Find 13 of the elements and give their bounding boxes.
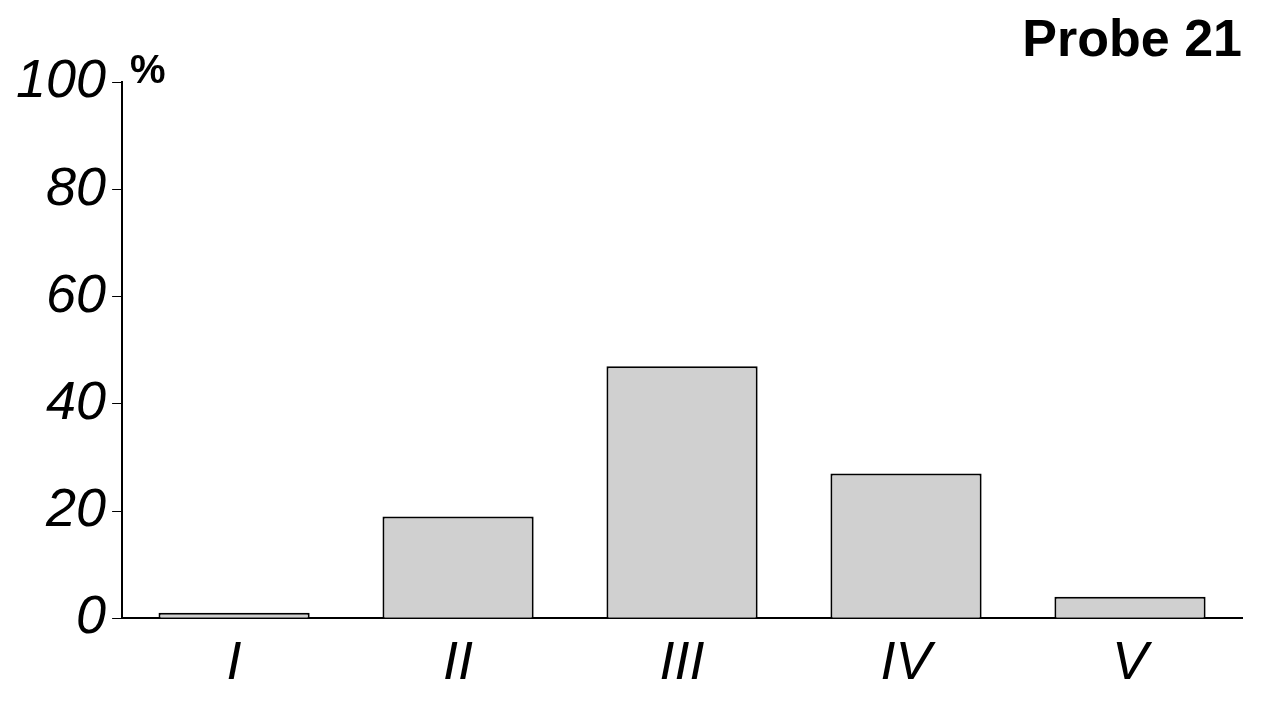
y-tick-label: 40 [46, 369, 107, 430]
x-tick-label: III [659, 629, 705, 690]
x-tick-label: V [1111, 629, 1153, 690]
y-axis-title: % [130, 47, 166, 92]
x-tick-label: I [226, 629, 242, 690]
x-tick-label: IV [880, 629, 937, 690]
y-tick-label: 60 [46, 262, 107, 323]
chart-title: Probe 21 [1022, 8, 1242, 67]
y-tick-label: 20 [45, 477, 107, 538]
x-tick-label: II [443, 629, 474, 690]
y-tick-label: 100 [15, 48, 107, 109]
y-tick-label: 0 [76, 584, 107, 645]
y-tick-label: 80 [46, 155, 107, 216]
